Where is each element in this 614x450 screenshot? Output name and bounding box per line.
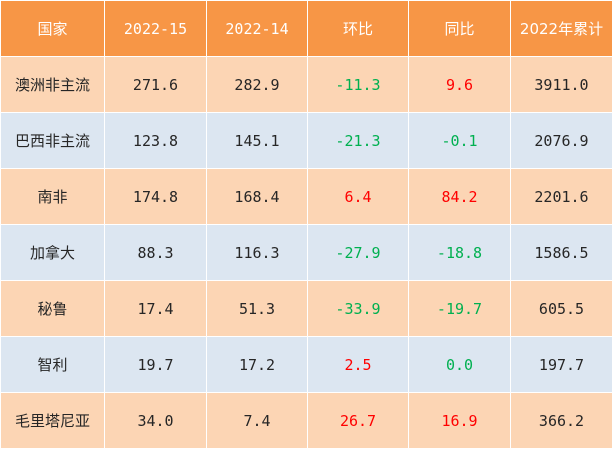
yoy-cell: -0.1 [408,112,511,169]
cumulative-cell: 3911.0 [510,56,613,113]
country-cell: 巴西非主流 [0,112,105,169]
yoy-cell: -19.7 [408,280,511,337]
value-2022-14-cell: 7.4 [206,392,308,449]
cumulative-cell: 2076.9 [510,112,613,169]
mom-cell: -21.3 [307,112,409,169]
value-2022-14-cell: 168.4 [206,168,308,225]
mom-cell: 2.5 [307,336,409,393]
value-2022-15-cell: 17.4 [104,280,207,337]
header-mom: 环比 [307,0,409,57]
country-cell: 毛里塔尼亚 [0,392,105,449]
mom-cell: 6.4 [307,168,409,225]
table-row: 南非 174.8 168.4 6.4 84.2 2201.6 [0,168,613,225]
value-2022-14-cell: 116.3 [206,224,308,281]
value-2022-14-cell: 51.3 [206,280,308,337]
value-2022-14-cell: 145.1 [206,112,308,169]
mom-cell: -33.9 [307,280,409,337]
mom-cell: -11.3 [307,56,409,113]
country-cell: 加拿大 [0,224,105,281]
value-2022-15-cell: 271.6 [104,56,207,113]
cumulative-cell: 605.5 [510,280,613,337]
value-2022-14-cell: 17.2 [206,336,308,393]
cumulative-cell: 197.7 [510,336,613,393]
cumulative-cell: 366.2 [510,392,613,449]
yoy-cell: 0.0 [408,336,511,393]
table-row: 巴西非主流 123.8 145.1 -21.3 -0.1 2076.9 [0,112,613,169]
cumulative-cell: 2201.6 [510,168,613,225]
value-2022-15-cell: 34.0 [104,392,207,449]
country-cell: 智利 [0,336,105,393]
yoy-cell: 84.2 [408,168,511,225]
value-2022-15-cell: 174.8 [104,168,207,225]
table-row: 秘鲁 17.4 51.3 -33.9 -19.7 605.5 [0,280,613,337]
header-country: 国家 [0,0,105,57]
value-2022-15-cell: 88.3 [104,224,207,281]
table-row: 澳洲非主流 271.6 282.9 -11.3 9.6 3911.0 [0,56,613,113]
mom-cell: -27.9 [307,224,409,281]
country-cell: 澳洲非主流 [0,56,105,113]
value-2022-14-cell: 282.9 [206,56,308,113]
header-2022-15: 2022-15 [104,0,207,57]
header-cumulative: 2022年累计 [510,0,613,57]
value-2022-15-cell: 123.8 [104,112,207,169]
table-row: 智利 19.7 17.2 2.5 0.0 197.7 [0,336,613,393]
header-2022-14: 2022-14 [206,0,308,57]
mom-cell: 26.7 [307,392,409,449]
table-row: 毛里塔尼亚 34.0 7.4 26.7 16.9 366.2 [0,392,613,449]
header-row: 国家 2022-15 2022-14 环比 同比 2022年累计 [0,0,613,57]
table-row: 加拿大 88.3 116.3 -27.9 -18.8 1586.5 [0,224,613,281]
value-2022-15-cell: 19.7 [104,336,207,393]
cumulative-cell: 1586.5 [510,224,613,281]
yoy-cell: 9.6 [408,56,511,113]
header-yoy: 同比 [408,0,511,57]
yoy-cell: 16.9 [408,392,511,449]
country-cell: 秘鲁 [0,280,105,337]
country-cell: 南非 [0,168,105,225]
yoy-cell: -18.8 [408,224,511,281]
